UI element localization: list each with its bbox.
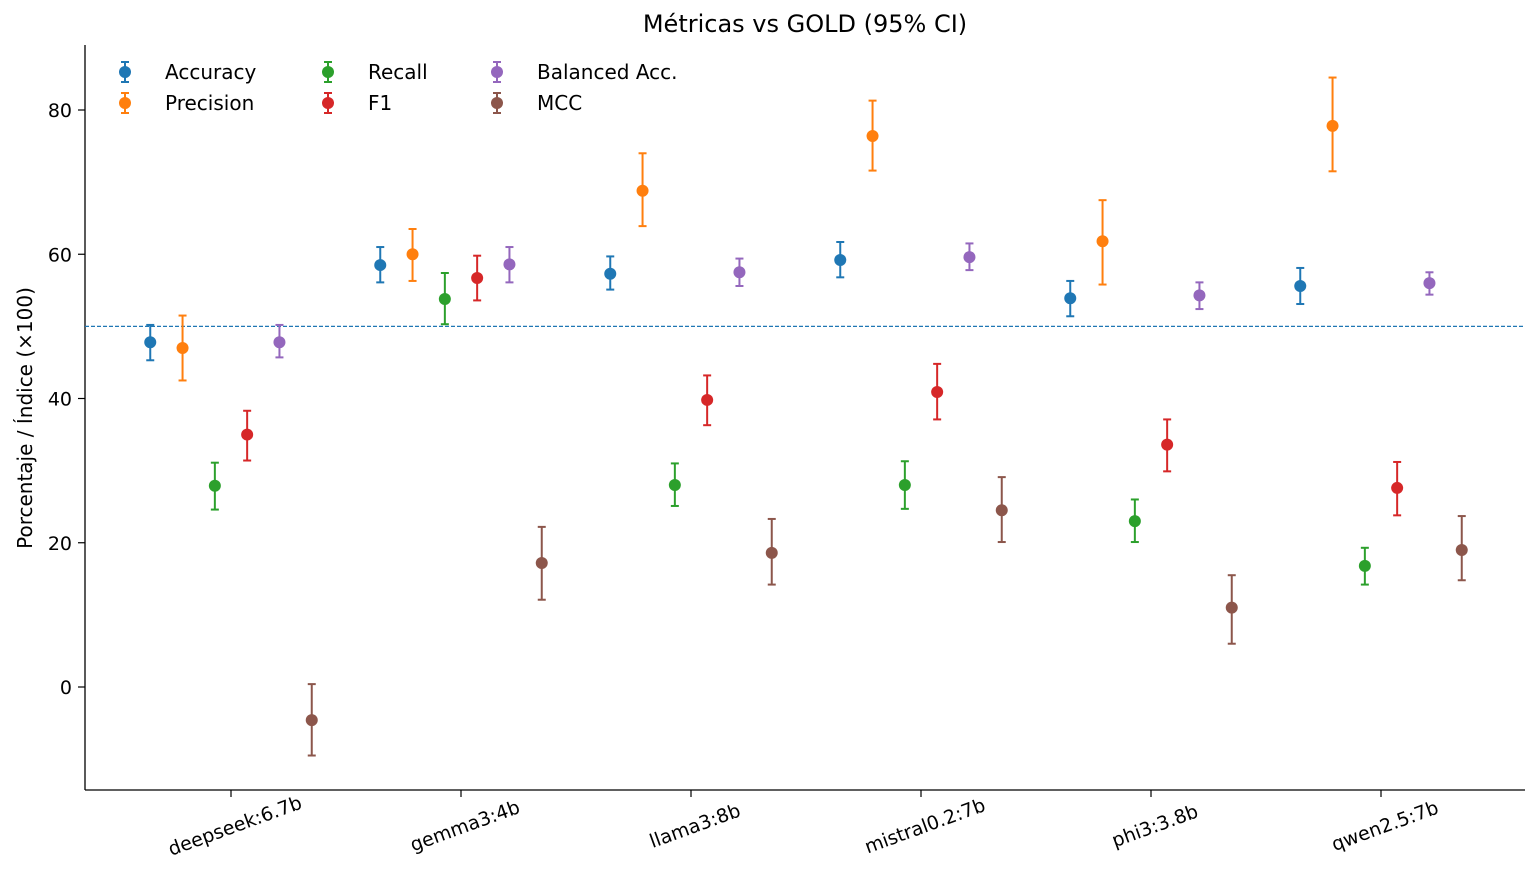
legend-item: MCC — [491, 91, 582, 115]
data-point — [1096, 235, 1109, 248]
plot-area: 0 20 40 60 80 deepseek:6.7b gemma3:4b llama3:8b… — [48, 45, 1525, 861]
x-tick-label: phi3:3.8b — [1109, 801, 1201, 853]
series-precision — [176, 76, 1339, 382]
series-mcc — [305, 476, 1468, 757]
legend-label: Accuracy — [165, 60, 256, 84]
data-point — [241, 428, 254, 441]
data-point — [931, 386, 944, 399]
legend-marker — [322, 97, 334, 109]
data-point — [866, 129, 879, 142]
data-point — [208, 479, 221, 492]
series-accuracy — [144, 240, 1307, 362]
data-point — [701, 393, 714, 406]
data-point — [144, 336, 157, 349]
data-point — [503, 258, 516, 271]
data-point — [765, 546, 778, 559]
data-point — [1225, 601, 1238, 614]
data-point — [471, 272, 484, 285]
data-point — [1294, 279, 1307, 292]
series-recall — [208, 272, 1371, 586]
legend-item: Balanced Acc. — [491, 60, 678, 84]
data-point — [535, 556, 548, 569]
data-point — [1064, 292, 1077, 305]
legend-item: Recall — [322, 60, 428, 84]
y-tick-label: 0 — [60, 677, 72, 699]
data-point — [1358, 559, 1371, 572]
legend-item: Precision — [119, 91, 254, 115]
data-point — [1193, 289, 1206, 302]
legend-item: Accuracy — [119, 60, 256, 84]
data-point — [733, 266, 746, 279]
series-f1 — [241, 254, 1404, 517]
data-point — [273, 336, 286, 349]
x-tick-label: llama3:8b — [647, 800, 744, 853]
data-point — [1128, 515, 1141, 528]
legend-label: Recall — [368, 60, 428, 84]
data-point — [963, 251, 976, 264]
data-point — [1326, 119, 1339, 132]
legend-marker — [119, 97, 131, 109]
x-tick-label: gemma3:4b — [407, 796, 523, 856]
data-point — [834, 254, 847, 267]
y-tick-label: 80 — [48, 100, 72, 122]
data-point — [176, 342, 189, 355]
y-tick-label: 20 — [48, 533, 72, 555]
y-tick-label: 60 — [48, 244, 72, 266]
legend-label: Balanced Acc. — [537, 60, 678, 84]
data-point — [1161, 438, 1174, 451]
legend-label: F1 — [368, 91, 392, 115]
x-tick-label: deepseek:6.7b — [165, 792, 305, 861]
data-point — [305, 714, 318, 727]
data-point — [1391, 481, 1404, 494]
data-point — [406, 248, 419, 261]
legend-marker — [119, 66, 131, 78]
legend-label: MCC — [537, 91, 582, 115]
data-point — [1455, 543, 1468, 556]
data-point — [438, 292, 451, 305]
data-point — [995, 504, 1008, 517]
legend-marker — [322, 66, 334, 78]
y-axis-label: Porcentaje / Índice (×100) — [13, 287, 37, 549]
legend: Accuracy Precision Recall F1 Balanced Acc. MC… — [119, 60, 678, 115]
data-point — [1423, 277, 1436, 290]
legend-marker — [491, 66, 503, 78]
legend-item: F1 — [322, 91, 392, 115]
data-point — [374, 259, 387, 272]
data-point — [604, 267, 617, 280]
legend-marker — [491, 97, 503, 109]
data-point — [636, 184, 649, 197]
data-point — [898, 479, 911, 492]
chart-title: Métricas vs GOLD (95% CI) — [643, 10, 967, 38]
legend-label: Precision — [165, 91, 254, 115]
data-point — [668, 479, 681, 492]
y-tick-label: 40 — [48, 389, 72, 411]
x-tick-label: mistral0.2:7b — [862, 794, 989, 858]
series-balanced-acc — [273, 242, 1436, 359]
x-tick-label: qwen2.5:7b — [1329, 797, 1442, 856]
